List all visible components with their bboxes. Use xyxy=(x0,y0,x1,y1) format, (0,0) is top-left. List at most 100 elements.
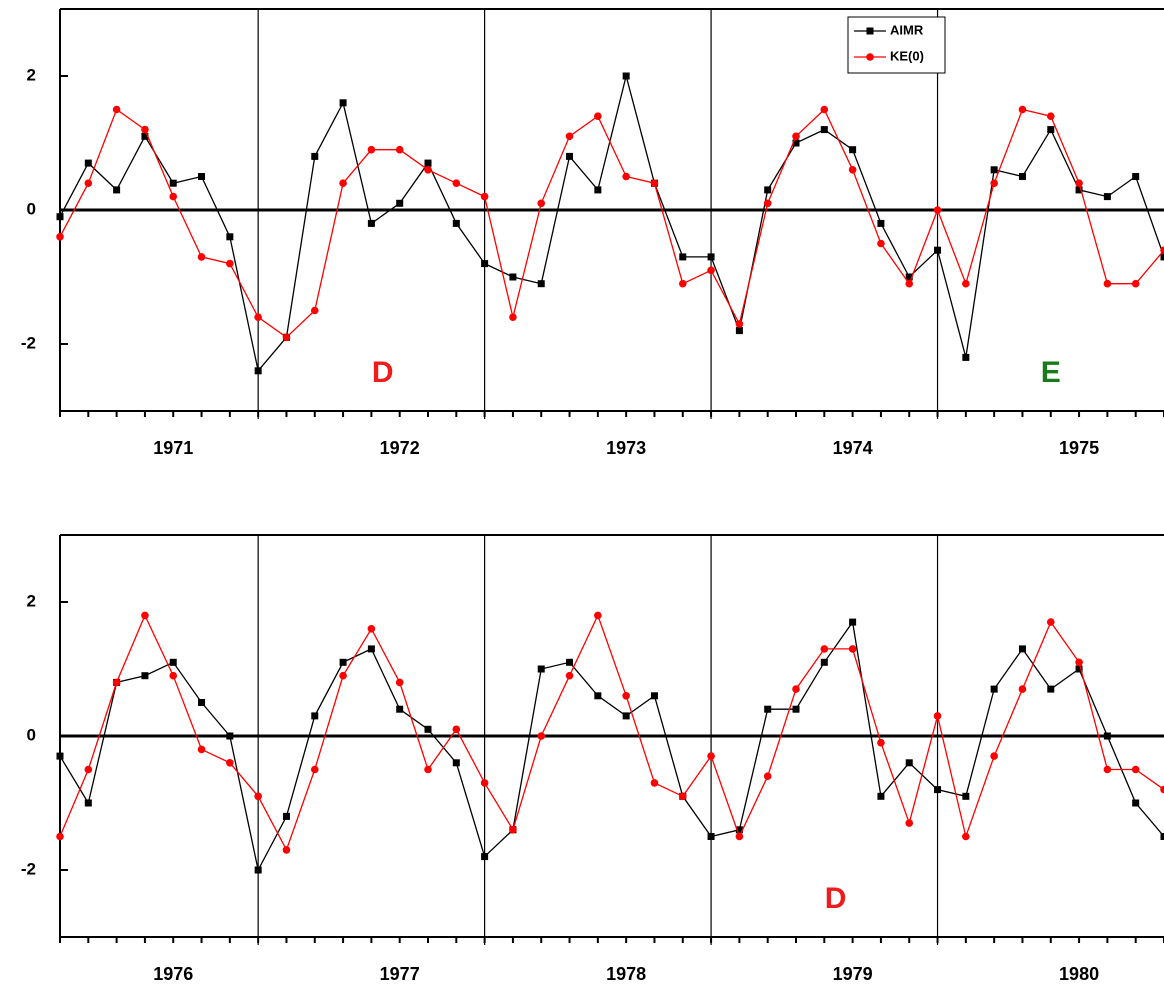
data-point xyxy=(396,199,404,207)
legend: AIMR KE(0) xyxy=(847,16,946,74)
data-point xyxy=(1018,173,1026,180)
data-point xyxy=(112,678,121,687)
data-point xyxy=(707,752,715,760)
data-point xyxy=(1047,685,1055,693)
data-point xyxy=(254,866,262,874)
data-point xyxy=(763,772,772,780)
series-line xyxy=(59,620,1164,872)
data-point xyxy=(934,246,942,254)
data-point xyxy=(424,159,432,167)
x-tick-label: 1976 xyxy=(153,964,193,984)
data-point xyxy=(282,333,291,342)
annotation: E xyxy=(1041,356,1061,389)
data-point xyxy=(537,665,545,673)
series-line xyxy=(59,75,1164,373)
data-point xyxy=(877,792,885,800)
data-point xyxy=(84,179,93,187)
data-point xyxy=(1075,186,1083,194)
data-point xyxy=(1075,179,1083,187)
data-point xyxy=(1018,105,1027,114)
data-point xyxy=(707,253,715,261)
data-point xyxy=(367,219,375,227)
data-point xyxy=(537,199,546,208)
data-point xyxy=(254,367,262,375)
x-tick-label: 1973 xyxy=(606,438,646,458)
data-point xyxy=(650,692,658,700)
data-point xyxy=(1018,645,1026,653)
y-tick-label: 0 xyxy=(27,725,36,744)
data-point xyxy=(735,826,743,834)
y-tick-label: 2 xyxy=(27,65,36,84)
data-point xyxy=(820,105,829,114)
data-point xyxy=(707,266,715,275)
data-point xyxy=(820,658,828,666)
data-point xyxy=(962,792,970,800)
data-point xyxy=(735,832,744,841)
data-point xyxy=(169,658,177,666)
data-point xyxy=(1046,112,1055,120)
data-point xyxy=(282,812,290,820)
x-tick-label: 1971 xyxy=(153,438,193,458)
data-point xyxy=(1160,785,1164,794)
data-point xyxy=(933,712,942,720)
data-point xyxy=(141,132,149,140)
data-point xyxy=(169,179,177,187)
data-point xyxy=(198,699,206,706)
data-point xyxy=(566,658,574,666)
data-point xyxy=(310,765,319,774)
data-point xyxy=(396,705,404,713)
y-tick-label: 0 xyxy=(27,199,36,218)
x-tick-label: 1974 xyxy=(833,438,873,458)
legend-box xyxy=(847,16,946,74)
data-point xyxy=(56,213,64,221)
data-point xyxy=(339,658,347,666)
data-point xyxy=(1103,765,1112,774)
data-point xyxy=(452,759,460,767)
data-point xyxy=(1046,618,1055,626)
data-point xyxy=(452,179,461,187)
x-tick-label: 1977 xyxy=(380,964,420,984)
data-point xyxy=(480,779,489,787)
data-point xyxy=(934,786,942,794)
data-point xyxy=(820,126,828,134)
data-point xyxy=(792,685,800,693)
data-point xyxy=(481,853,489,861)
data-point xyxy=(311,152,319,160)
x-tick-label: 1972 xyxy=(380,438,420,458)
data-point xyxy=(367,625,376,633)
data-point xyxy=(594,112,602,120)
data-point xyxy=(905,759,913,767)
data-point xyxy=(113,186,121,194)
data-point xyxy=(594,186,602,194)
annotation: D xyxy=(372,356,394,389)
data-point xyxy=(905,279,914,288)
data-point xyxy=(84,799,92,807)
data-point xyxy=(933,206,942,214)
data-point xyxy=(367,645,375,653)
data-point xyxy=(84,159,92,167)
data-point xyxy=(792,139,800,147)
data-point xyxy=(56,752,64,760)
data-point xyxy=(141,611,149,620)
data-point xyxy=(311,712,319,720)
data-point xyxy=(622,72,630,80)
data-point xyxy=(849,618,857,626)
data-point xyxy=(594,611,602,620)
data-point xyxy=(339,179,347,187)
data-point xyxy=(990,179,998,187)
data-point xyxy=(678,792,687,801)
data-point xyxy=(849,146,857,154)
data-point xyxy=(197,253,206,261)
data-point xyxy=(1103,732,1111,740)
data-point xyxy=(141,672,149,680)
data-point xyxy=(1160,833,1164,840)
data-point xyxy=(112,105,121,114)
data-point xyxy=(650,179,659,187)
legend-label: KE(0) xyxy=(890,48,924,63)
data-point xyxy=(452,219,460,227)
x-tick-label: 1979 xyxy=(833,964,873,984)
data-point xyxy=(1047,126,1055,134)
data-point xyxy=(169,192,178,201)
data-point xyxy=(56,233,64,241)
data-point xyxy=(395,145,404,154)
